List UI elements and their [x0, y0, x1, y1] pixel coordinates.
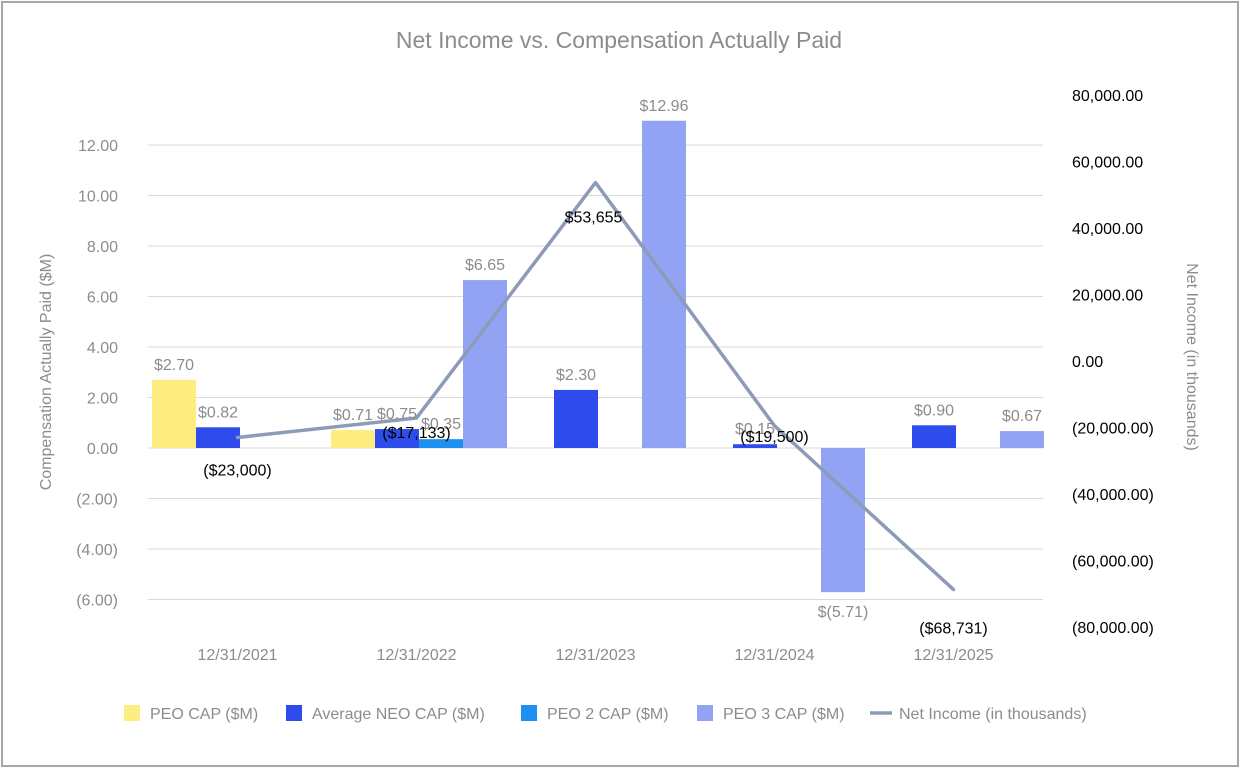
y2-tick-label: (80,000.00) [1072, 620, 1154, 637]
y2-tick-label: 40,000.00 [1072, 221, 1143, 238]
x-tick-label: 12/31/2021 [197, 647, 277, 664]
line-data-label: ($68,731) [919, 621, 988, 638]
bars [152, 120, 1044, 593]
bar [375, 429, 419, 448]
y-axis-title: Compensation Actually Paid ($M) [38, 254, 55, 491]
axes: 12.00 10.00 8.00 6.00 4.00 2.00 0.00 (2.00) (4.0… [76, 88, 1154, 664]
x-tick-label: 12/31/2022 [376, 647, 456, 664]
legend-label: PEO CAP ($M) [150, 706, 258, 723]
legend: PEO CAP ($M) Average NEO CAP ($M) PEO 2 CA… [124, 705, 1087, 723]
x-tick-label: 12/31/2023 [555, 647, 635, 664]
legend-swatch [697, 705, 713, 721]
bar [331, 430, 375, 448]
line-data-label: ($23,000) [203, 462, 272, 479]
bar [419, 439, 463, 448]
gridlines [148, 144, 1043, 600]
line-data-label: $53,655 [565, 210, 623, 227]
bar [152, 379, 196, 448]
y-tick-label: (6.00) [76, 593, 118, 610]
legend-label: PEO 3 CAP ($M) [723, 706, 845, 723]
y-tick-label: (2.00) [76, 492, 118, 509]
y2-axis-title: Net Income (in thousands) [1183, 263, 1200, 451]
bar [196, 427, 240, 448]
bar [821, 448, 865, 593]
legend-label: PEO 2 CAP ($M) [547, 706, 669, 723]
legend-swatch [124, 705, 140, 721]
bar [1000, 431, 1044, 448]
legend-swatch [286, 705, 302, 721]
y2-tick-label: (20,000.00) [1072, 421, 1154, 438]
legend-label: Net Income (in thousands) [899, 706, 1087, 723]
bar [733, 444, 777, 448]
y2-tick-label: 80,000.00 [1072, 88, 1143, 105]
bar [912, 425, 956, 448]
bar-data-label: $2.30 [556, 367, 596, 384]
bar-data-label: $0.67 [1002, 408, 1042, 425]
x-tick-label: 12/31/2025 [913, 647, 993, 664]
legend-label: Average NEO CAP ($M) [312, 706, 485, 723]
chart-title: Net Income vs. Compensation Actually Pai… [396, 27, 842, 53]
y2-tick-label: 0.00 [1072, 354, 1103, 371]
y-tick-label: 4.00 [87, 340, 118, 357]
bar-data-label: $0.35 [421, 416, 461, 433]
bar-data-label: $2.70 [154, 357, 194, 374]
line-data-label: ($19,500) [740, 429, 809, 446]
y-tick-label: 10.00 [78, 189, 118, 206]
data-labels: $2.70 $0.71 $0.82 $0.75 $2.30 $0.15 $0.90 $0.35… [154, 98, 1042, 638]
bar-data-label: $(5.71) [818, 604, 869, 621]
y-tick-label: 8.00 [87, 239, 118, 256]
bar-data-label: $0.71 [333, 407, 373, 424]
bar [554, 389, 598, 448]
y2-tick-label: (60,000.00) [1072, 554, 1154, 571]
bar-data-label: $12.96 [640, 98, 689, 115]
bar [642, 120, 686, 448]
bar-data-label: $6.65 [465, 257, 505, 274]
bar-data-label: $0.82 [198, 404, 238, 421]
net-income-line-group [235, 180, 956, 592]
y-tick-label: (4.00) [76, 542, 118, 559]
y-tick-label: 2.00 [87, 391, 118, 408]
bar-data-label: $0.90 [914, 402, 954, 419]
x-tick-label: 12/31/2024 [734, 647, 814, 664]
bar-data-label: $0.75 [377, 406, 417, 423]
line-data-label: ($17,133) [382, 425, 451, 442]
y-tick-label: 0.00 [87, 441, 118, 458]
y2-tick-label: (40,000.00) [1072, 487, 1154, 504]
y-tick-label: 12.00 [78, 138, 118, 155]
legend-swatch [521, 705, 537, 721]
y-tick-label: 6.00 [87, 290, 118, 307]
y2-tick-label: 60,000.00 [1072, 155, 1143, 172]
y2-tick-label: 20,000.00 [1072, 288, 1143, 305]
net-income-line [235, 180, 956, 592]
bar-data-label: $0.15 [735, 421, 775, 438]
